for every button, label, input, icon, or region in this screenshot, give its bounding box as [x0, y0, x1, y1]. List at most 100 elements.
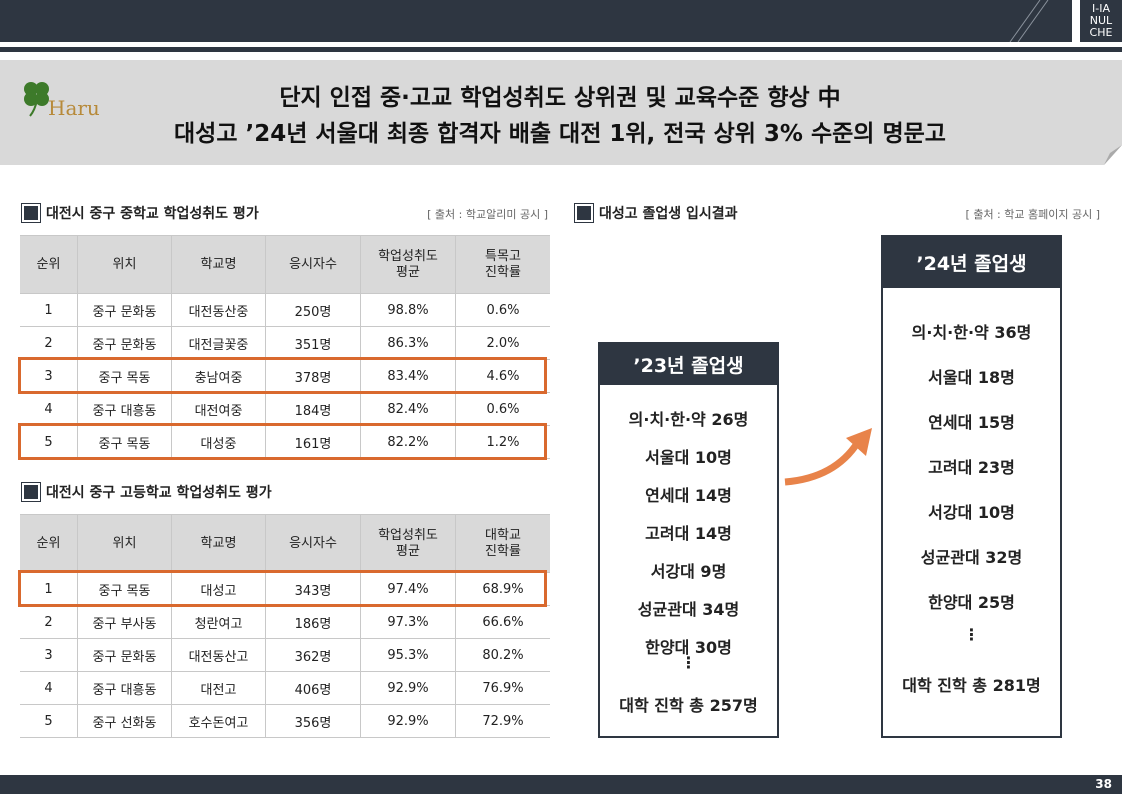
- header-cell: 위치: [77, 514, 172, 573]
- row: 1 중구 목동 대성고 343명 97.4% 68.9%: [20, 572, 550, 606]
- result-item: 성균관대 34명: [637, 600, 740, 619]
- header-row: 순위 위치 학교명 응시자수 학업성취도 평균 특목고 진학률: [20, 235, 550, 294]
- result-item: 서강대 10명: [928, 503, 1015, 522]
- arrow: [784, 428, 872, 486]
- cell: 0.6%: [455, 392, 550, 426]
- cell: 중구 부사동: [77, 605, 172, 639]
- result-item: 고려대 23명: [928, 458, 1015, 477]
- row: 2 중구 문화동 대전글꽃중 351명 86.3% 2.0%: [20, 326, 550, 360]
- source: [ 출처 : 학교 홈페이지 공시 ]: [965, 208, 1100, 221]
- cell: 2.0%: [455, 326, 550, 360]
- cell: 호수돈여고: [171, 704, 266, 738]
- result-box: ’24년 졸업생 의·치·한·약 36명 서울대 18명 연세대 15명 고려대 23명…: [881, 235, 1062, 738]
- logo-line: NUL: [1089, 14, 1113, 27]
- header-cell: 학업성취도 평균: [360, 235, 456, 294]
- section-heading: 대전시 중구 중학교 학업성취도 평가: [21, 203, 259, 223]
- result-total: 대학 진학 총 281명: [902, 676, 1041, 695]
- heading-text: 대성고 졸업생 입시결과: [599, 206, 738, 222]
- cell: 2: [20, 326, 78, 360]
- row-highlight: [18, 357, 547, 394]
- result-item: 의·치·한·약 36명: [911, 323, 1032, 342]
- cell: 1: [20, 572, 78, 606]
- clover-icon: [24, 82, 49, 117]
- row: 5 중구 목동 대성중 161명 82.2% 1.2%: [20, 425, 550, 459]
- cell: 1: [20, 293, 78, 327]
- top-rule: [0, 47, 1122, 52]
- row-highlight: [18, 570, 547, 607]
- table-wrap: 순위 위치 학교명 응시자수 학업성취도 평균 대학교 진학률 1 중구 목동 대성고 343명 9…: [18, 514, 550, 738]
- cell: 1.2%: [455, 425, 550, 459]
- cell: 250명: [265, 293, 361, 327]
- cell: 5: [20, 704, 78, 738]
- cell: 대전고: [171, 671, 266, 705]
- cell: 중구 문화동: [77, 293, 172, 327]
- title-line: 대성고 ’24년 서울대 최종 합격자 배출 대전 1위, 전국 상위 3% 수…: [174, 121, 946, 147]
- result-item: 서울대 18명: [928, 368, 1015, 387]
- cell: 2: [20, 605, 78, 639]
- cell: 92.9%: [360, 704, 456, 738]
- cell: 중구 선화동: [77, 704, 172, 738]
- cell: 86.3%: [360, 326, 456, 360]
- cell: 406명: [265, 671, 361, 705]
- header-cell: 순위: [20, 514, 78, 573]
- row: 1 중구 문화동 대전동산중 250명 98.8% 0.6%: [20, 293, 550, 327]
- cell: 대전동산고: [171, 638, 266, 672]
- page-number: 38: [1095, 777, 1112, 791]
- cell: 3: [20, 638, 78, 672]
- row: 2 중구 부사동 청란여고 186명 97.3% 66.6%: [20, 605, 550, 639]
- header-cell: 학업성취도 평균: [360, 514, 456, 573]
- ellipsis: ⋮: [963, 625, 980, 644]
- header-cell: 위치: [77, 235, 172, 294]
- cell: 72.9%: [455, 704, 550, 738]
- row-highlight: [18, 423, 547, 460]
- header-row: 순위 위치 학교명 응시자수 학업성취도 평균 대학교 진학률: [20, 514, 550, 573]
- cell: 0.6%: [455, 293, 550, 327]
- cell: 4: [20, 671, 78, 705]
- cell: 충남여중: [171, 359, 266, 393]
- header-cell: 응시자수: [265, 514, 361, 573]
- cell: 68.9%: [455, 572, 550, 606]
- cell: 186명: [265, 605, 361, 639]
- result-item: 서강대 9명: [650, 562, 727, 581]
- section-heading: 대전시 중구 고등학교 학업성취도 평가: [21, 482, 272, 502]
- logo-line: I-IA: [1092, 2, 1110, 15]
- header-cell: 대학교 진학률: [455, 514, 550, 573]
- header-cell: 특목고 진학률: [455, 235, 550, 294]
- cell: 대전글꽃중: [171, 326, 266, 360]
- cell: 청란여고: [171, 605, 266, 639]
- header-cell: 학교명: [171, 514, 266, 573]
- header-cell: 응시자수: [265, 235, 361, 294]
- cell: 351명: [265, 326, 361, 360]
- logo: I-IA NUL CHE: [1080, 0, 1122, 42]
- result-item: 한양대 25명: [928, 593, 1015, 612]
- cell: 83.4%: [360, 359, 456, 393]
- result-item: 고려대 14명: [645, 524, 732, 543]
- cell: 82.2%: [360, 425, 456, 459]
- cell: 80.2%: [455, 638, 550, 672]
- box-title: ’23년 졸업생: [600, 344, 777, 385]
- cell: 98.8%: [360, 293, 456, 327]
- cell: 4: [20, 392, 78, 426]
- cell: 184명: [265, 392, 361, 426]
- title: 단지 인접 중·고교 학업성취도 상위권 및 교육수준 향상 中 대성고 ’24…: [100, 80, 1020, 152]
- row: 4 중구 대흥동 대전고 406명 92.9% 76.9%: [20, 671, 550, 705]
- result-item: 성균관대 32명: [920, 548, 1023, 567]
- table: 순위 위치 학교명 응시자수 학업성취도 평균 특목고 진학률 1 중구 문화동 대전동산중 25…: [20, 235, 550, 459]
- cell: 대성중: [171, 425, 266, 459]
- cell: 76.9%: [455, 671, 550, 705]
- result-item: 의·치·한·약 26명: [628, 410, 749, 429]
- logo-line: CHE: [1089, 26, 1113, 39]
- banner-fold: [1104, 145, 1122, 165]
- row: 4 중구 대흥동 대전여중 184명 82.4% 0.6%: [20, 392, 550, 426]
- header-cell: 학교명: [171, 235, 266, 294]
- cell: 362명: [265, 638, 361, 672]
- result-item: 연세대 14명: [645, 486, 732, 505]
- heading-text: 대전시 중구 중학교 학업성취도 평가: [46, 206, 259, 222]
- result-item: 서울대 10명: [645, 448, 732, 467]
- row: 3 중구 목동 충남여중 378명 83.4% 4.6%: [20, 359, 550, 393]
- cell: 66.6%: [455, 605, 550, 639]
- cell: 중구 대흥동: [77, 392, 172, 426]
- cell: 356명: [265, 704, 361, 738]
